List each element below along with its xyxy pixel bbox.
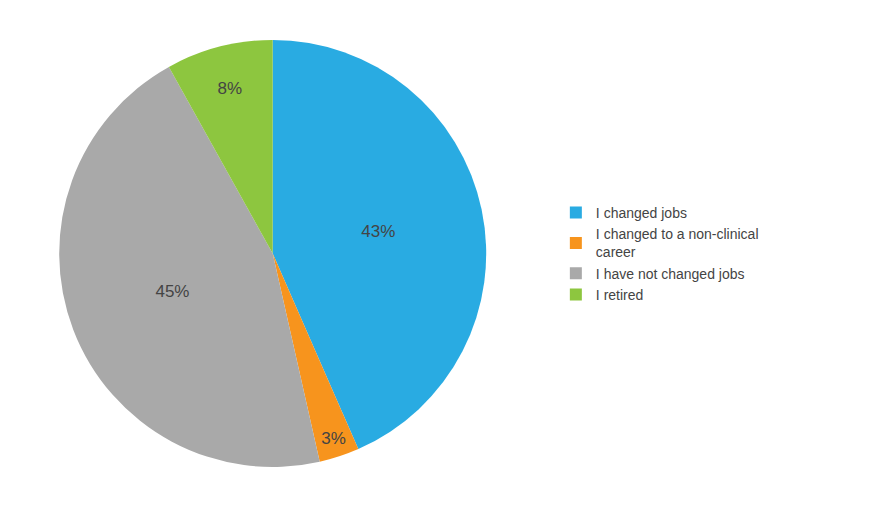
svg-text:3%: 3%: [321, 429, 346, 448]
svg-text:I have not changed jobs: I have not changed jobs: [596, 266, 745, 282]
svg-text:I changed jobs: I changed jobs: [596, 205, 687, 221]
svg-text:I changed to a non-clinicalcar: I changed to a non-clinicalcareer: [596, 226, 759, 260]
svg-text:8%: 8%: [218, 79, 243, 98]
svg-text:I retired: I retired: [596, 287, 643, 303]
svg-text:45%: 45%: [155, 282, 189, 301]
svg-text:43%: 43%: [361, 222, 395, 241]
